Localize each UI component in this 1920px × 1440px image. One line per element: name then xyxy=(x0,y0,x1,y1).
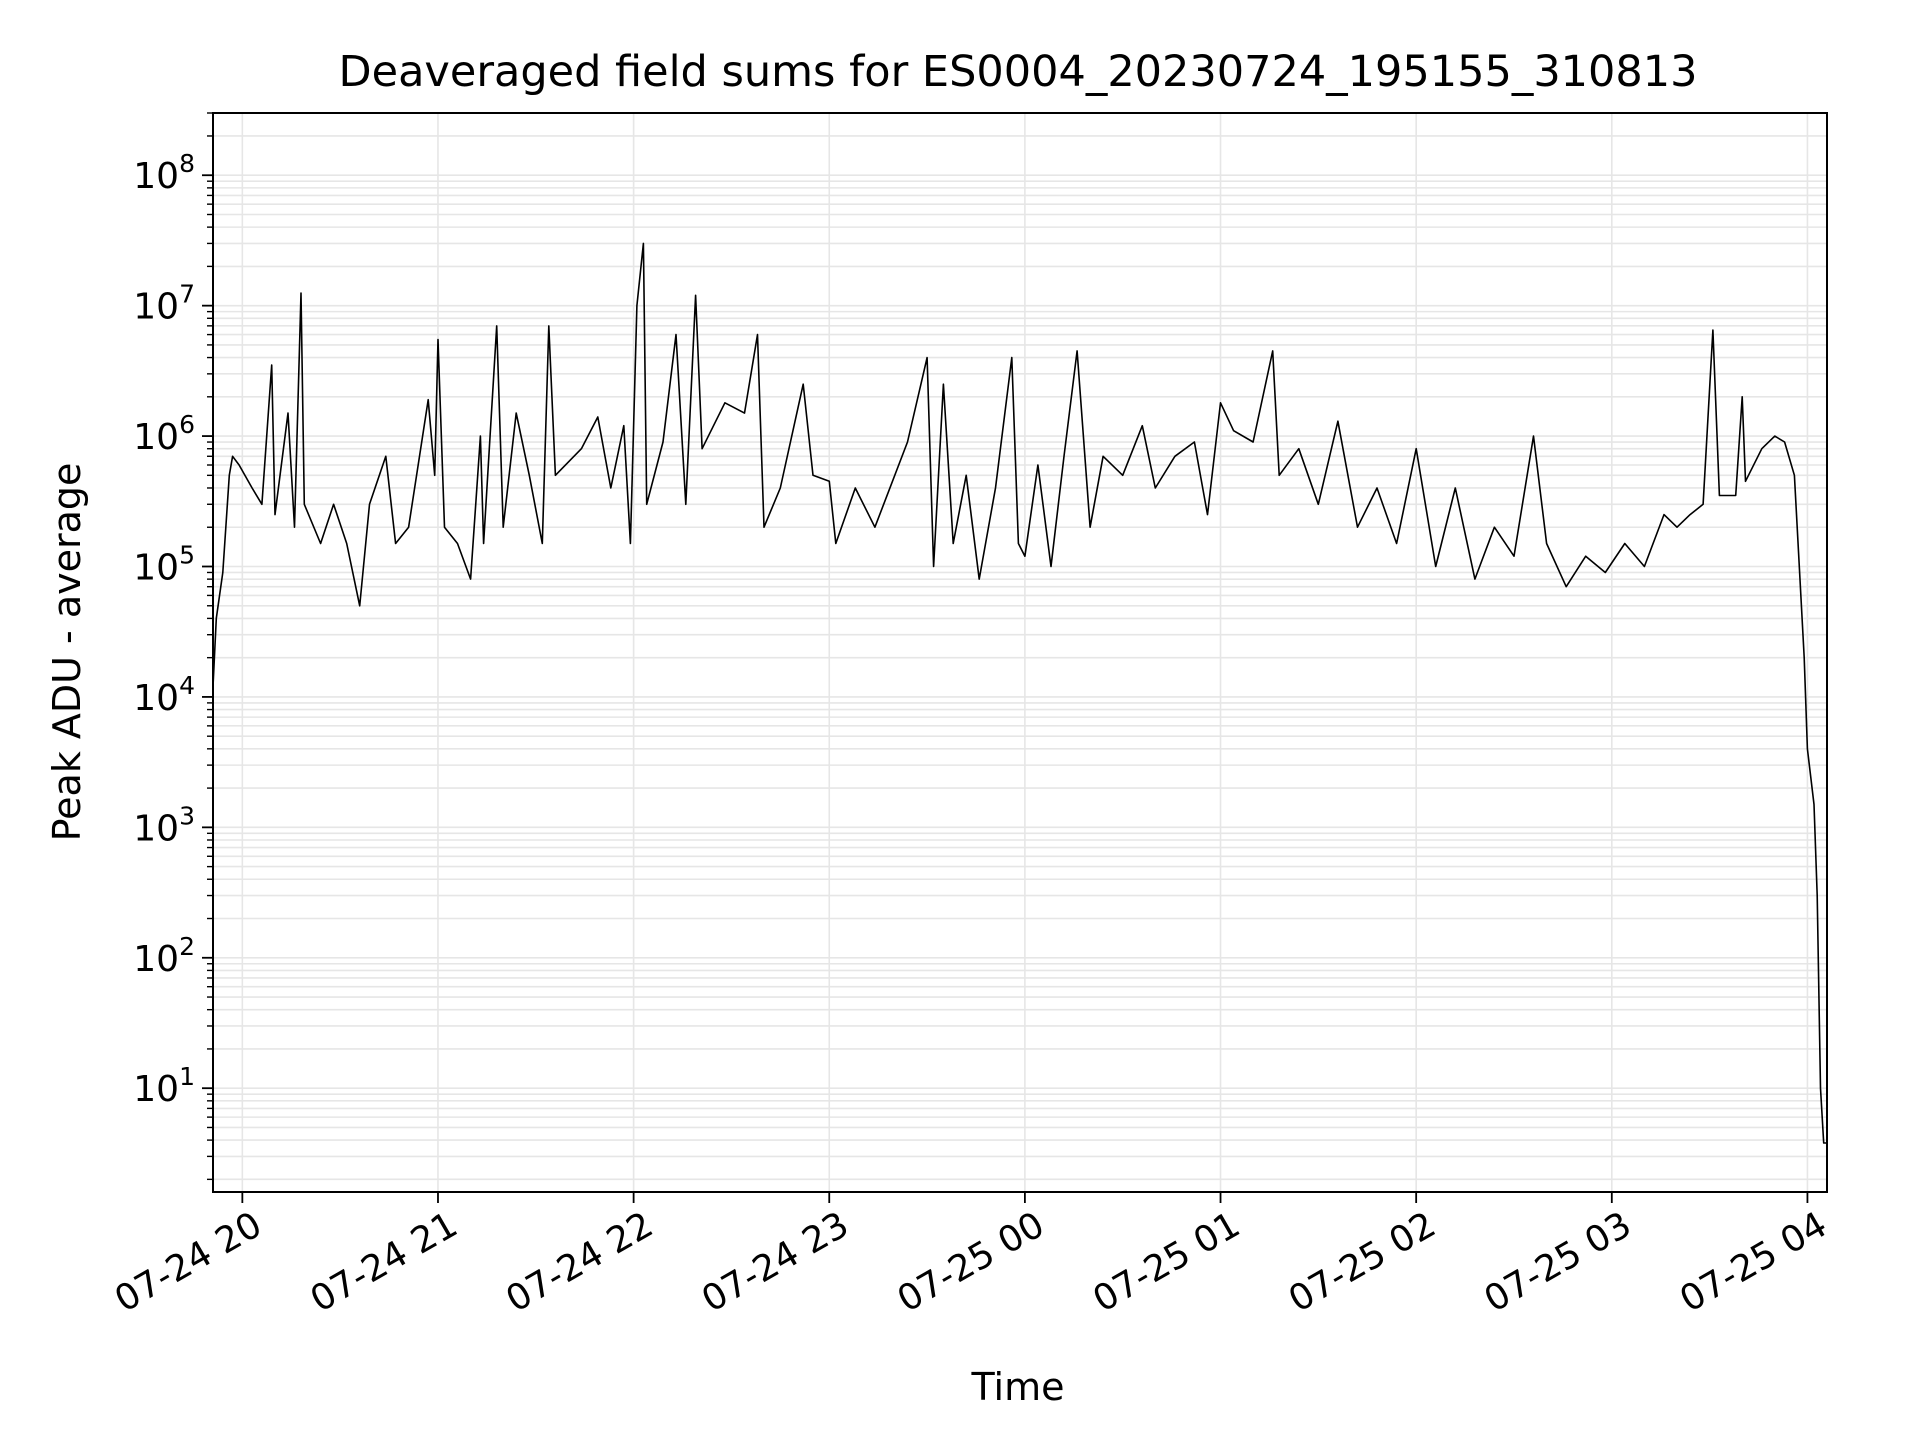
y-tick-label: 102 xyxy=(133,932,195,980)
y-tick-label: 107 xyxy=(133,280,195,328)
y-axis-label: Peak ADU - average xyxy=(45,463,89,842)
plot-frame xyxy=(212,112,1828,1193)
y-tick-label: 101 xyxy=(133,1062,195,1110)
grid-lines xyxy=(213,112,1827,1192)
y-axis: 101 102 103 104 105 106 107 108 xyxy=(133,112,213,1181)
y-tick-label: 103 xyxy=(133,801,195,849)
chart-title: Deaveraged field sums for ES0004_2023072… xyxy=(339,47,1698,97)
y-tick-label: 108 xyxy=(133,149,195,197)
series-line xyxy=(212,242,1827,1144)
x-axis-label: Time xyxy=(971,1365,1065,1409)
y-tick-label: 104 xyxy=(133,671,195,719)
y-tick-label: 105 xyxy=(133,541,195,589)
data-series xyxy=(212,242,1827,1144)
y-tick-label: 106 xyxy=(133,410,195,458)
